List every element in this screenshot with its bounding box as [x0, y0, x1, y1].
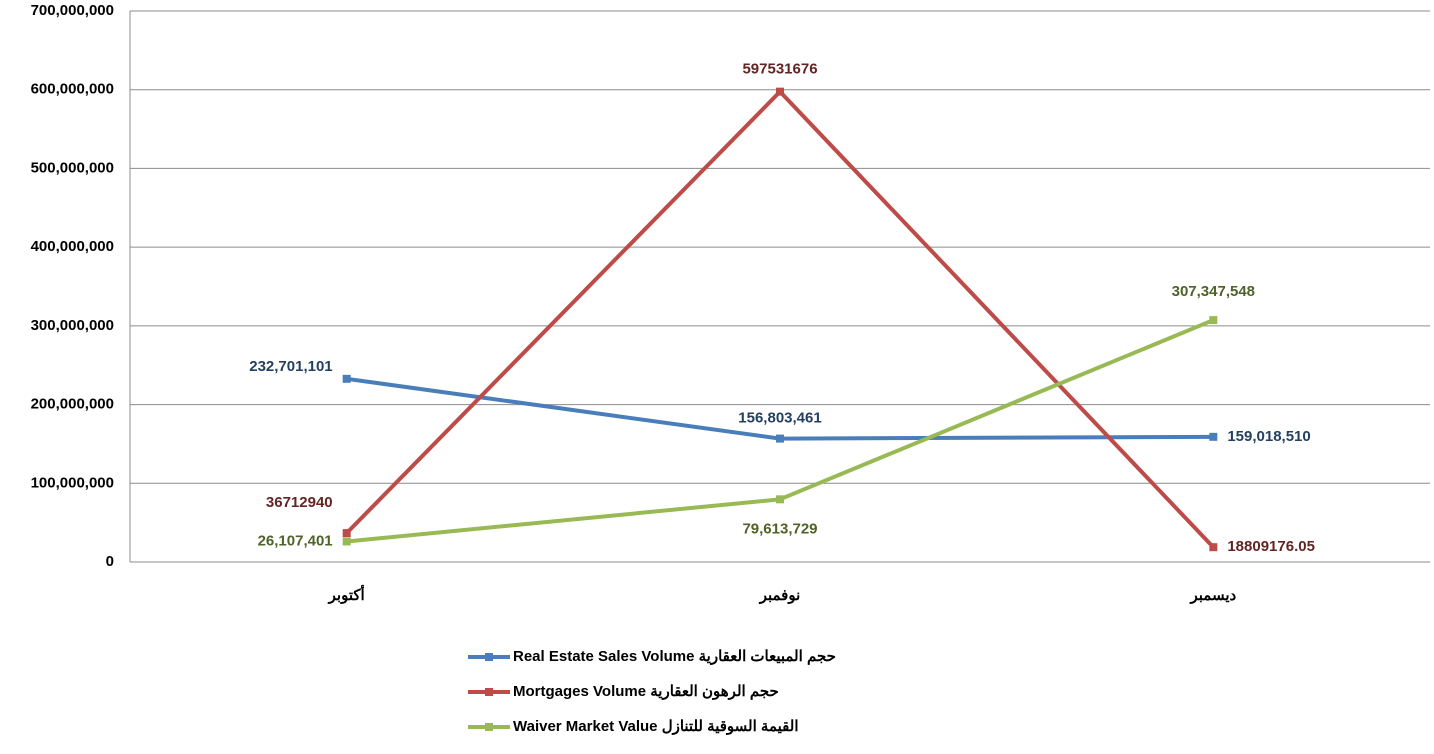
y-tick-label: 600,000,000 [31, 81, 114, 98]
data-label: 159,018,510 [1227, 428, 1310, 445]
y-tick-label: 700,000,000 [31, 2, 114, 19]
point-marker [776, 495, 784, 504]
point-marker [342, 529, 351, 538]
y-tick-label: 0 [106, 553, 114, 570]
y-tick-label: 500,000,000 [31, 159, 114, 176]
point-marker [776, 434, 784, 443]
legend-marker [485, 653, 493, 661]
legend-label: Waiver Market Value القيمة السوقية للتنا… [513, 718, 799, 735]
point-marker [776, 87, 784, 96]
x-tick-label: نوفمبر [759, 587, 801, 604]
series-line [346, 318, 1215, 544]
y-tick-label: 400,000,000 [31, 238, 114, 255]
data-label: 79,613,729 [742, 520, 817, 537]
point-marker [342, 374, 351, 383]
y-tick-label: 300,000,000 [31, 317, 114, 334]
legend-label: Mortgages Volume حجم الرهون العقارية [513, 683, 779, 700]
legend-label: Real Estate Sales Volume حجم المبيعات ال… [513, 648, 836, 665]
data-label: 232,701,101 [249, 358, 332, 375]
data-label: 26,107,401 [258, 532, 333, 549]
point-marker [1209, 543, 1218, 552]
x-tick-label: أكتوبر [328, 584, 365, 604]
data-label: 307,347,548 [1172, 283, 1255, 300]
point-marker [1209, 432, 1218, 441]
y-tick-label: 100,000,000 [31, 474, 114, 491]
legend-marker [485, 723, 493, 731]
series-line [345, 88, 1215, 549]
data-label: 597531676 [742, 61, 817, 78]
x-tick-label: ديسمبر [1189, 587, 1236, 604]
legend-marker [485, 688, 493, 696]
data-label: 36712940 [266, 494, 333, 511]
point-marker [1209, 316, 1218, 325]
point-marker [342, 537, 351, 546]
y-tick-label: 200,000,000 [31, 396, 114, 413]
data-label: 18809176.05 [1227, 538, 1315, 555]
data-label: 156,803,461 [738, 410, 821, 427]
